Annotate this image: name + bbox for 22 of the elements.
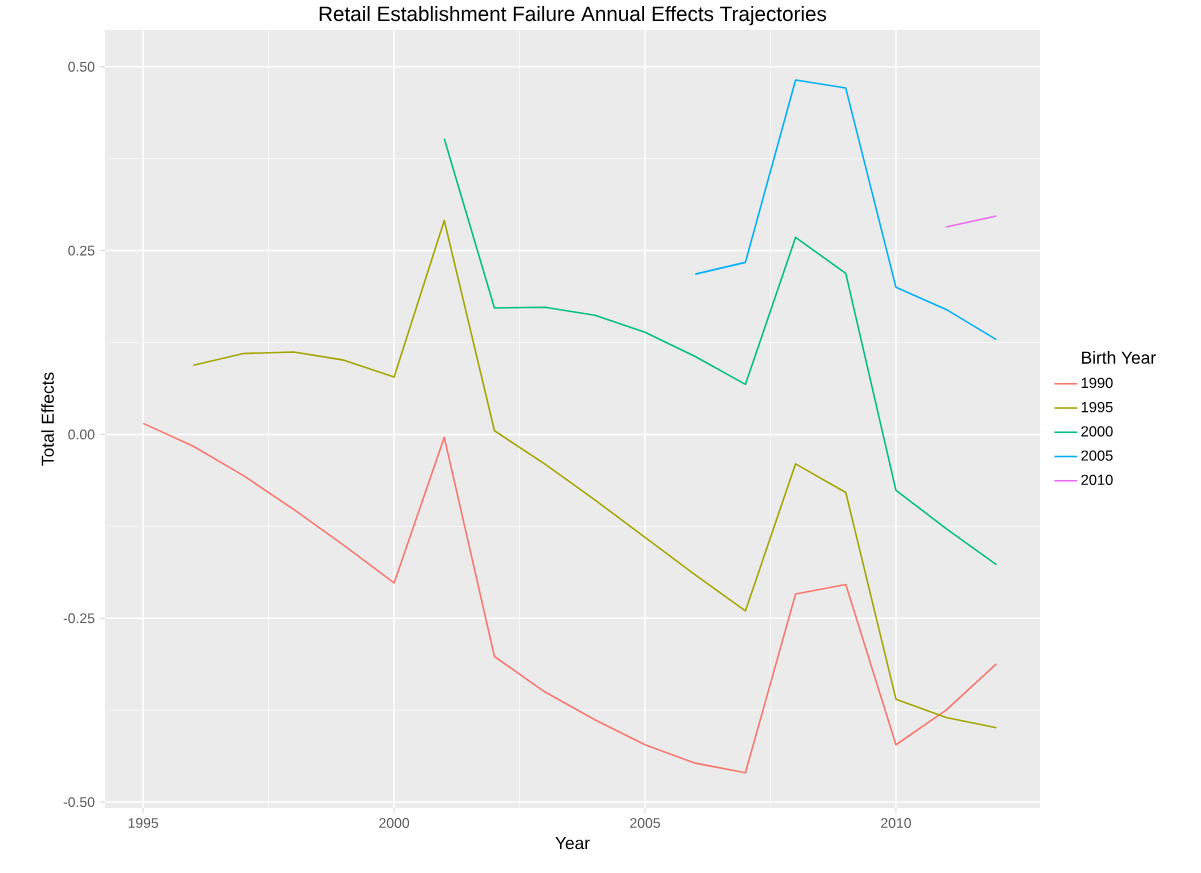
- legend-label: 2010: [1081, 474, 1113, 486]
- y-tick-label: 0.00: [68, 429, 95, 440]
- x-tick-label: 1995: [128, 818, 159, 828]
- legend-label: 2000: [1081, 426, 1113, 437]
- chart-title: Retail Establishment Failure Annual Effects Trajectories: [319, 6, 827, 26]
- y-tick-label: -0.50: [63, 797, 95, 808]
- y-tick-label: 0.25: [68, 245, 95, 256]
- legend-label: 1995: [1081, 401, 1113, 413]
- legend-label: 1990: [1081, 377, 1113, 389]
- legend-title: Birth Year: [1082, 351, 1156, 364]
- line-series: [443, 138, 998, 566]
- x-tick-label: 2000: [379, 818, 410, 828]
- line-series: [694, 79, 998, 341]
- legend-label: 2005: [1081, 450, 1113, 461]
- line-series: [192, 219, 998, 729]
- x-tick-label: 2005: [630, 818, 660, 828]
- x-tick-label: 2010: [881, 818, 911, 828]
- y-axis-title: Total Effects: [41, 372, 54, 466]
- line-series: [142, 422, 998, 774]
- y-tick-label: 0.50: [68, 61, 95, 72]
- y-tick-label: -0.25: [63, 613, 95, 624]
- x-axis-title: Year: [555, 837, 590, 850]
